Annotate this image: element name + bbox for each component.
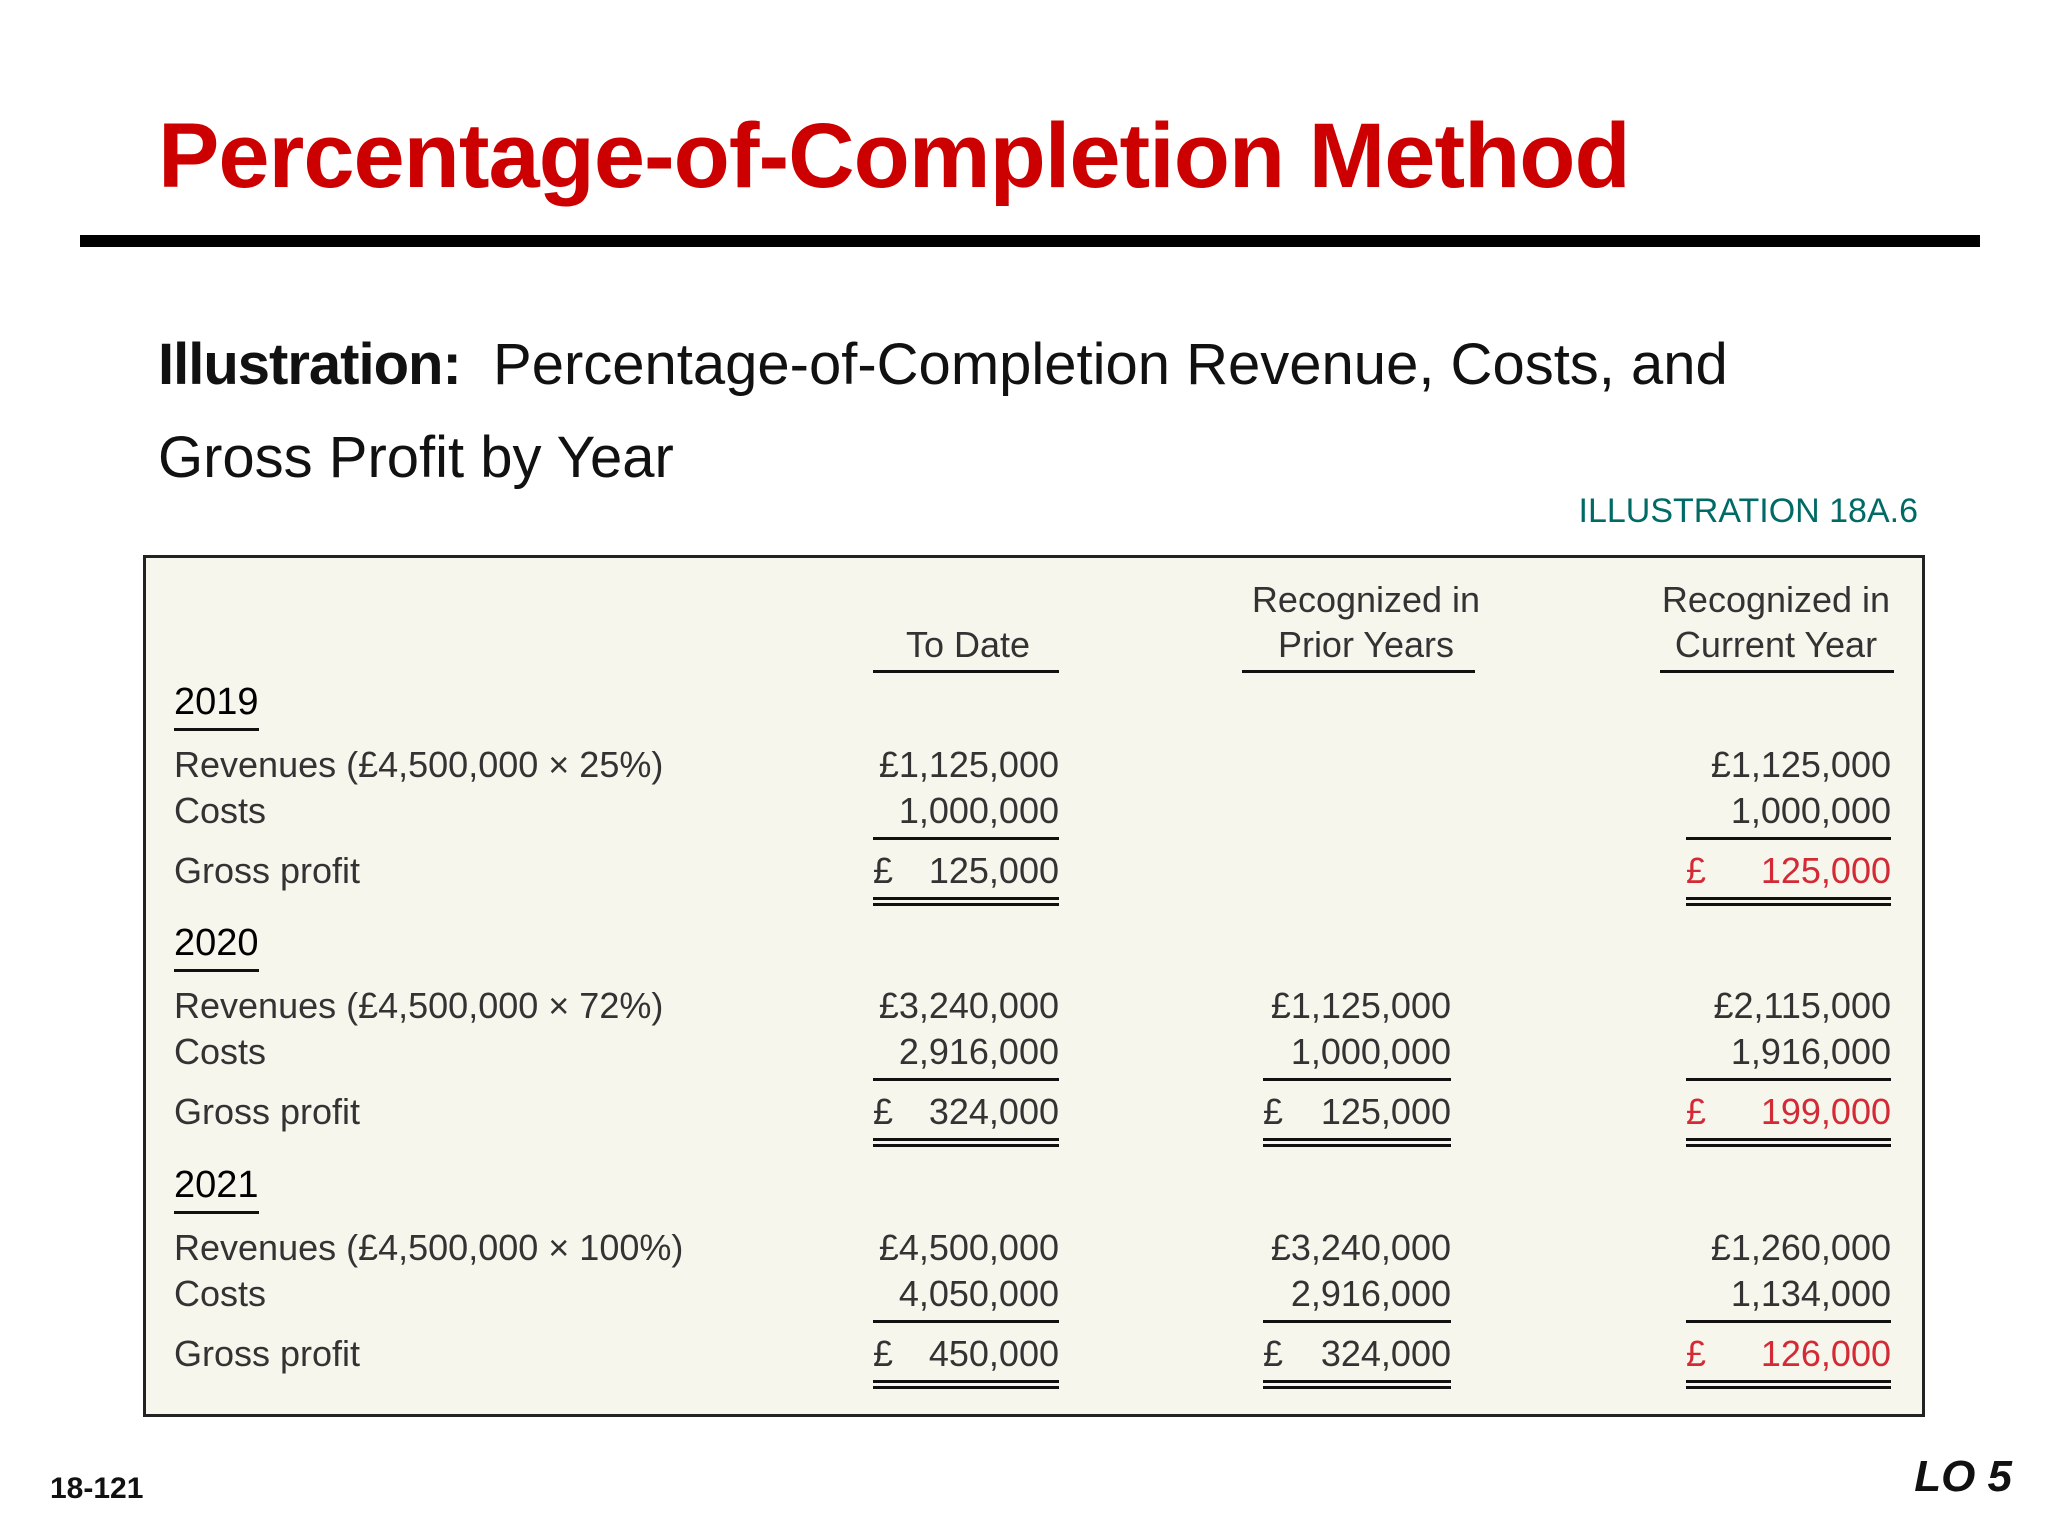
header-underline bbox=[873, 670, 1059, 673]
sum-underline bbox=[1263, 1078, 1451, 1081]
prior-profit: 125,000 bbox=[1320, 1091, 1451, 1132]
sum-underline bbox=[1263, 1320, 1451, 1323]
sum-underline bbox=[1686, 1320, 1891, 1323]
gross-profit-label: Gross profit bbox=[174, 1091, 361, 1132]
current-profit: 199,000 bbox=[1760, 1091, 1891, 1132]
prior-costs: 1,000,000 bbox=[1290, 1031, 1451, 1072]
year-label: 2019 bbox=[174, 681, 259, 723]
to-date-profit: 125,000 bbox=[928, 850, 1059, 891]
sum-underline bbox=[873, 837, 1059, 840]
prior-profit: 324,000 bbox=[1320, 1333, 1451, 1374]
prior-profit-symbol: £ bbox=[1263, 1091, 1284, 1132]
header-current-line1: Recognized in bbox=[1661, 579, 1891, 620]
to-date-profit: 450,000 bbox=[928, 1333, 1059, 1374]
year-underline bbox=[174, 969, 259, 972]
to-date-revenue: £4,500,000 bbox=[878, 1227, 1059, 1268]
current-revenue: £2,115,000 bbox=[1713, 985, 1891, 1026]
slide-title: Percentage-of-Completion Method bbox=[158, 105, 1631, 207]
revenue-label: Revenues (£4,500,000 × 72%) bbox=[174, 985, 664, 1026]
revenue-label: Revenues (£4,500,000 × 25%) bbox=[174, 744, 664, 785]
gross-profit-label: Gross profit bbox=[174, 850, 361, 891]
to-date-profit-symbol: £ bbox=[873, 1333, 894, 1374]
double-underline bbox=[1263, 1138, 1451, 1147]
double-underline bbox=[1686, 897, 1891, 906]
current-profit: 125,000 bbox=[1760, 850, 1891, 891]
year-underline bbox=[174, 1211, 259, 1214]
year-label: 2020 bbox=[174, 922, 259, 964]
to-date-costs: 1,000,000 bbox=[898, 790, 1059, 831]
current-costs: 1,000,000 bbox=[1730, 790, 1891, 831]
costs-label: Costs bbox=[174, 1031, 267, 1072]
double-underline bbox=[1686, 1380, 1891, 1389]
to-date-profit-symbol: £ bbox=[873, 850, 894, 891]
page-number: 18-121 bbox=[50, 1472, 144, 1505]
double-underline bbox=[1686, 1138, 1891, 1147]
year-underline bbox=[174, 728, 259, 731]
header-underline bbox=[1660, 670, 1894, 673]
double-underline bbox=[1263, 1380, 1451, 1389]
current-costs: 1,134,000 bbox=[1730, 1273, 1891, 1314]
current-revenue: £1,260,000 bbox=[1710, 1227, 1891, 1268]
gross-profit-label: Gross profit bbox=[174, 1333, 361, 1374]
subtitle-label: Illustration: bbox=[158, 332, 462, 397]
prior-revenue: £3,240,000 bbox=[1270, 1227, 1451, 1268]
costs-label: Costs bbox=[174, 1273, 267, 1314]
year-label: 2021 bbox=[174, 1164, 259, 1206]
to-date-costs: 4,050,000 bbox=[898, 1273, 1059, 1314]
slide-subtitle: Illustration: Percentage-of-Completion R… bbox=[158, 318, 1858, 504]
current-costs: 1,916,000 bbox=[1730, 1031, 1891, 1072]
to-date-revenue: £3,240,000 bbox=[878, 985, 1059, 1026]
header-current-line2: Current Year bbox=[1674, 624, 1878, 665]
header-to-date: To Date bbox=[905, 624, 1031, 665]
to-date-profit-symbol: £ bbox=[873, 1091, 894, 1132]
learning-objective: LO 5 bbox=[1914, 1452, 2012, 1501]
current-profit: 126,000 bbox=[1760, 1333, 1891, 1374]
sum-underline bbox=[1686, 837, 1891, 840]
to-date-revenue: £1,125,000 bbox=[878, 744, 1059, 785]
double-underline bbox=[873, 897, 1059, 906]
current-profit-symbol: £ bbox=[1686, 850, 1707, 891]
title-divider bbox=[80, 235, 1980, 247]
subtitle-text: Percentage-of-Completion Revenue, Costs,… bbox=[158, 332, 1728, 490]
to-date-costs: 2,916,000 bbox=[898, 1031, 1059, 1072]
to-date-profit: 324,000 bbox=[928, 1091, 1059, 1132]
costs-label: Costs bbox=[174, 790, 267, 831]
prior-costs: 2,916,000 bbox=[1290, 1273, 1451, 1314]
statement-table: To Date Recognized in Prior Years Recogn… bbox=[143, 555, 1925, 1417]
prior-profit-symbol: £ bbox=[1263, 1333, 1284, 1374]
sum-underline bbox=[873, 1078, 1059, 1081]
header-underline bbox=[1242, 670, 1475, 673]
header-prior-line1: Recognized in bbox=[1251, 579, 1481, 620]
current-revenue: £1,125,000 bbox=[1710, 744, 1891, 785]
header-prior-line2: Prior Years bbox=[1277, 624, 1455, 665]
double-underline bbox=[873, 1380, 1059, 1389]
sum-underline bbox=[873, 1320, 1059, 1323]
revenue-label: Revenues (£4,500,000 × 100%) bbox=[174, 1227, 684, 1268]
illustration-number: ILLUSTRATION 18A.6 bbox=[1578, 492, 1919, 530]
double-underline bbox=[873, 1138, 1059, 1147]
current-profit-symbol: £ bbox=[1686, 1333, 1707, 1374]
prior-revenue: £1,125,000 bbox=[1270, 985, 1451, 1026]
sum-underline bbox=[1686, 1078, 1891, 1081]
current-profit-symbol: £ bbox=[1686, 1091, 1707, 1132]
